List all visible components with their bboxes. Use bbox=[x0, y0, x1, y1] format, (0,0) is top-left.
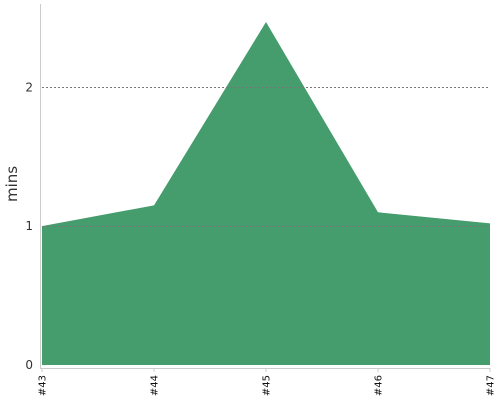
grid-layer bbox=[42, 87, 490, 227]
y-tick-label-2: 2 bbox=[25, 80, 33, 94]
x-tick-label: #44 bbox=[150, 375, 161, 396]
area-series bbox=[42, 22, 490, 366]
x-tick-label: #43 bbox=[38, 375, 49, 396]
x-ticks-layer: #43 #44 #45 #46 #47 bbox=[38, 368, 497, 396]
y-tick-label-1: 1 bbox=[25, 219, 33, 233]
y-ticks-layer: 0 1 2 bbox=[25, 80, 33, 372]
x-tick-label: #46 bbox=[374, 375, 385, 396]
y-axis-label: mins bbox=[3, 166, 21, 202]
area-layer bbox=[42, 22, 490, 366]
x-tick-label: #45 bbox=[262, 375, 273, 396]
axis-layer bbox=[40, 4, 490, 369]
y-tick-label-0: 0 bbox=[25, 358, 33, 372]
x-tick-label: #47 bbox=[486, 375, 497, 396]
